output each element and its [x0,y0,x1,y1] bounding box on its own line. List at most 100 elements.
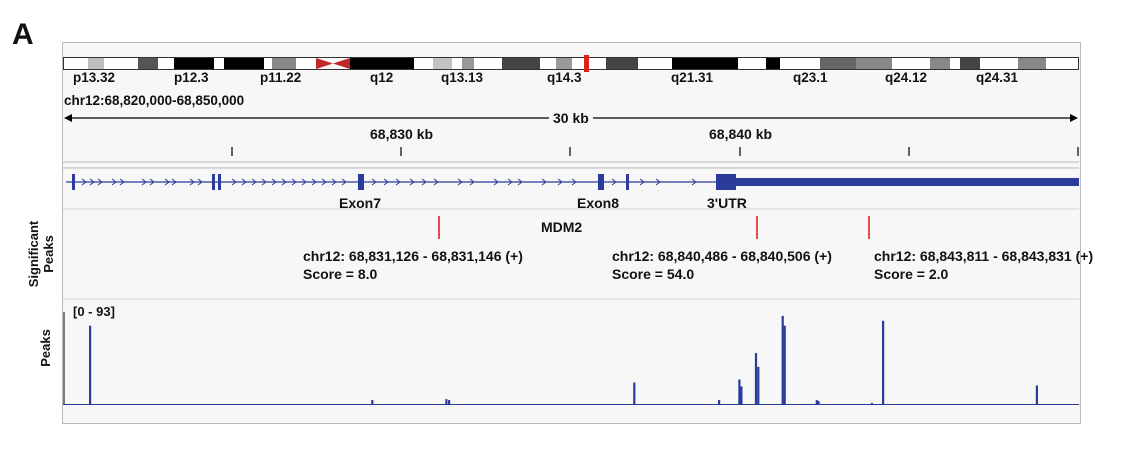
exon-block-1 [212,174,215,190]
exon8-label: Exon8 [577,195,620,211]
ideogram-band-23 [638,58,672,69]
coverage-bar-7 [740,386,743,404]
strand-arrow-8 [171,178,177,186]
coverage-bar-14 [870,403,873,404]
ideogram-band-2 [104,58,138,69]
band-label-q21-31: q21.31 [671,70,714,85]
strand-arrow-13 [251,178,257,186]
ideogram-band-3 [138,58,158,69]
band-label-q24-31: q24.31 [976,70,1019,85]
ideogram-band-8 [264,58,272,69]
strand-arrow-19 [311,178,317,186]
ruler-span-label: 30 kb [549,110,593,126]
ideogram-outline [63,57,1079,70]
significant-peaks-label-line2: Peaks [41,235,56,273]
ruler-arrow-left [64,114,72,122]
peak-3-score: Score = 2.0 [874,266,949,282]
ideogram-band-37 [1046,58,1078,69]
ideogram-band-16 [474,58,502,69]
ideogram-band-22 [606,58,638,69]
centromere-right [333,58,350,69]
coverage-bar-5 [718,400,721,404]
peak-1-coords: chr12: 68,831,126 - 68,831,146 (+) [303,248,523,264]
gene-track [63,174,1079,210]
strand-arrow-21 [331,178,337,186]
strand-arrow-16 [281,178,287,186]
ideogram-band-18 [540,58,556,69]
coverage-bar-4 [633,382,636,404]
strand-arrow-10 [197,178,203,186]
strand-arrow-24 [383,178,389,186]
ruler-tick-label-68840: 68,840 kb [709,126,773,142]
coverage-bar-3 [448,400,451,404]
ideogram-band-0 [64,58,88,69]
ideogram-band-1 [88,58,104,69]
coverage-bar-2 [445,399,448,404]
strand-arrow-5 [141,178,147,186]
ideogram-band-4 [158,58,174,69]
cds-exon-block [716,174,736,190]
band-label-q13-13: q13.13 [441,70,484,85]
exon-block-5 [626,174,629,190]
strand-arrow-9 [189,178,195,186]
coverage-bar-1 [371,400,374,404]
ideogram-band-35 [980,58,1018,69]
ideogram-band-13 [433,58,452,69]
ideogram-band-20 [572,58,584,69]
peak-3-coords: chr12: 68,843,811 - 68,843,831 (+) [874,248,1094,264]
ideogram-band-21 [584,58,606,69]
peaks-track-label: Peaks [38,329,53,367]
strand-arrow-11 [231,178,237,186]
peak-2-coords: chr12: 68,840,486 - 68,840,506 (+) [612,248,832,264]
strand-arrow-25 [395,178,401,186]
utr-block [736,178,1079,186]
strand-arrow-37 [611,178,617,186]
ruler-arrow-right [1070,114,1078,122]
strand-arrow-31 [493,178,499,186]
coverage-bar-13 [817,401,820,404]
peaks-data-range: [0 - 93] [73,304,115,319]
utr-label: 3'UTR [707,195,747,211]
coverage-bar-15 [882,320,885,404]
ideogram-band-29 [856,58,892,69]
strand-arrow-30 [469,178,475,186]
panel-label: A [12,18,34,51]
ideogram-band-26 [766,58,780,69]
gene-name-label: MDM2 [541,219,583,235]
band-label-p13-32: p13.32 [73,70,116,85]
strand-arrow-17 [291,178,297,186]
significant-peaks-label-line1: Significant [26,220,41,288]
band-label-q23-1: q23.1 [793,70,828,85]
coverage-bar-11 [783,325,786,404]
strand-arrow-15 [271,178,277,186]
peak-2-score: Score = 54.0 [612,266,695,282]
ideogram-band-36 [1018,58,1046,69]
strand-arrow-39 [655,178,661,186]
strand-arrow-32 [507,178,513,186]
strand-arrow-7 [164,178,170,186]
ideogram-band-17 [502,58,540,69]
ideogram-band-12 [414,58,433,69]
coverage-bar-9 [757,366,760,404]
strand-arrow-22 [341,178,347,186]
ruler-tick-label-68830: 68,830 kb [370,126,434,142]
strand-arrow-14 [261,178,267,186]
band-label-q12: q12 [370,70,394,85]
locus-label: chr12:68,820,000-68,850,000 [64,93,245,108]
exon-block-3 [358,174,364,190]
strand-arrow-23 [371,178,377,186]
ideogram-band-6 [214,58,224,69]
strand-arrow-33 [517,178,523,186]
ideogram-band-14 [452,58,462,69]
ideogram-band-30 [892,58,914,69]
exon-block-4 [598,174,604,190]
strand-arrow-38 [639,178,645,186]
ideogram-band-28 [820,58,856,69]
strand-arrow-4 [119,178,125,186]
strand-arrow-28 [433,178,439,186]
band-label-p12-3: p12.3 [174,70,209,85]
strand-arrow-26 [409,178,415,186]
coverage-bar-10 [781,315,784,404]
band-label-q24-12: q24.12 [885,70,928,85]
exon-block-0 [72,174,75,190]
